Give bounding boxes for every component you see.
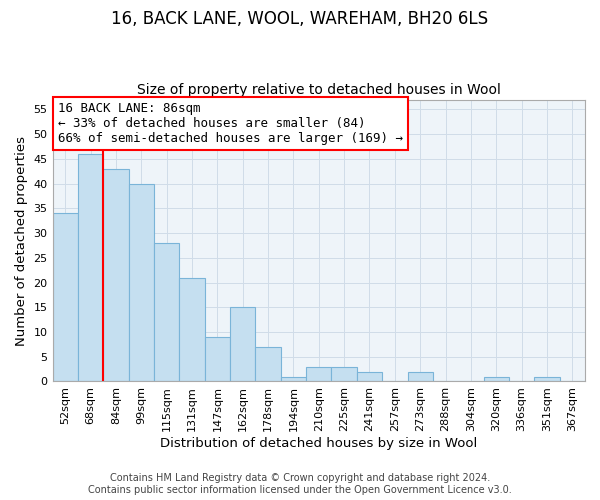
Text: 16, BACK LANE, WOOL, WAREHAM, BH20 6LS: 16, BACK LANE, WOOL, WAREHAM, BH20 6LS <box>112 10 488 28</box>
Bar <box>78 154 103 382</box>
Bar <box>179 278 205 382</box>
Bar <box>534 376 560 382</box>
Bar <box>407 372 433 382</box>
Bar <box>205 337 230 382</box>
X-axis label: Distribution of detached houses by size in Wool: Distribution of detached houses by size … <box>160 437 478 450</box>
Bar <box>154 243 179 382</box>
Bar <box>281 376 306 382</box>
Bar <box>103 169 128 382</box>
Bar <box>230 308 256 382</box>
Bar <box>256 347 281 382</box>
Bar <box>484 376 509 382</box>
Text: Contains HM Land Registry data © Crown copyright and database right 2024.
Contai: Contains HM Land Registry data © Crown c… <box>88 474 512 495</box>
Bar <box>53 214 78 382</box>
Bar <box>357 372 382 382</box>
Bar <box>306 366 331 382</box>
Text: 16 BACK LANE: 86sqm
← 33% of detached houses are smaller (84)
66% of semi-detach: 16 BACK LANE: 86sqm ← 33% of detached ho… <box>58 102 403 146</box>
Y-axis label: Number of detached properties: Number of detached properties <box>15 136 28 346</box>
Bar <box>128 184 154 382</box>
Title: Size of property relative to detached houses in Wool: Size of property relative to detached ho… <box>137 83 501 97</box>
Bar <box>331 366 357 382</box>
